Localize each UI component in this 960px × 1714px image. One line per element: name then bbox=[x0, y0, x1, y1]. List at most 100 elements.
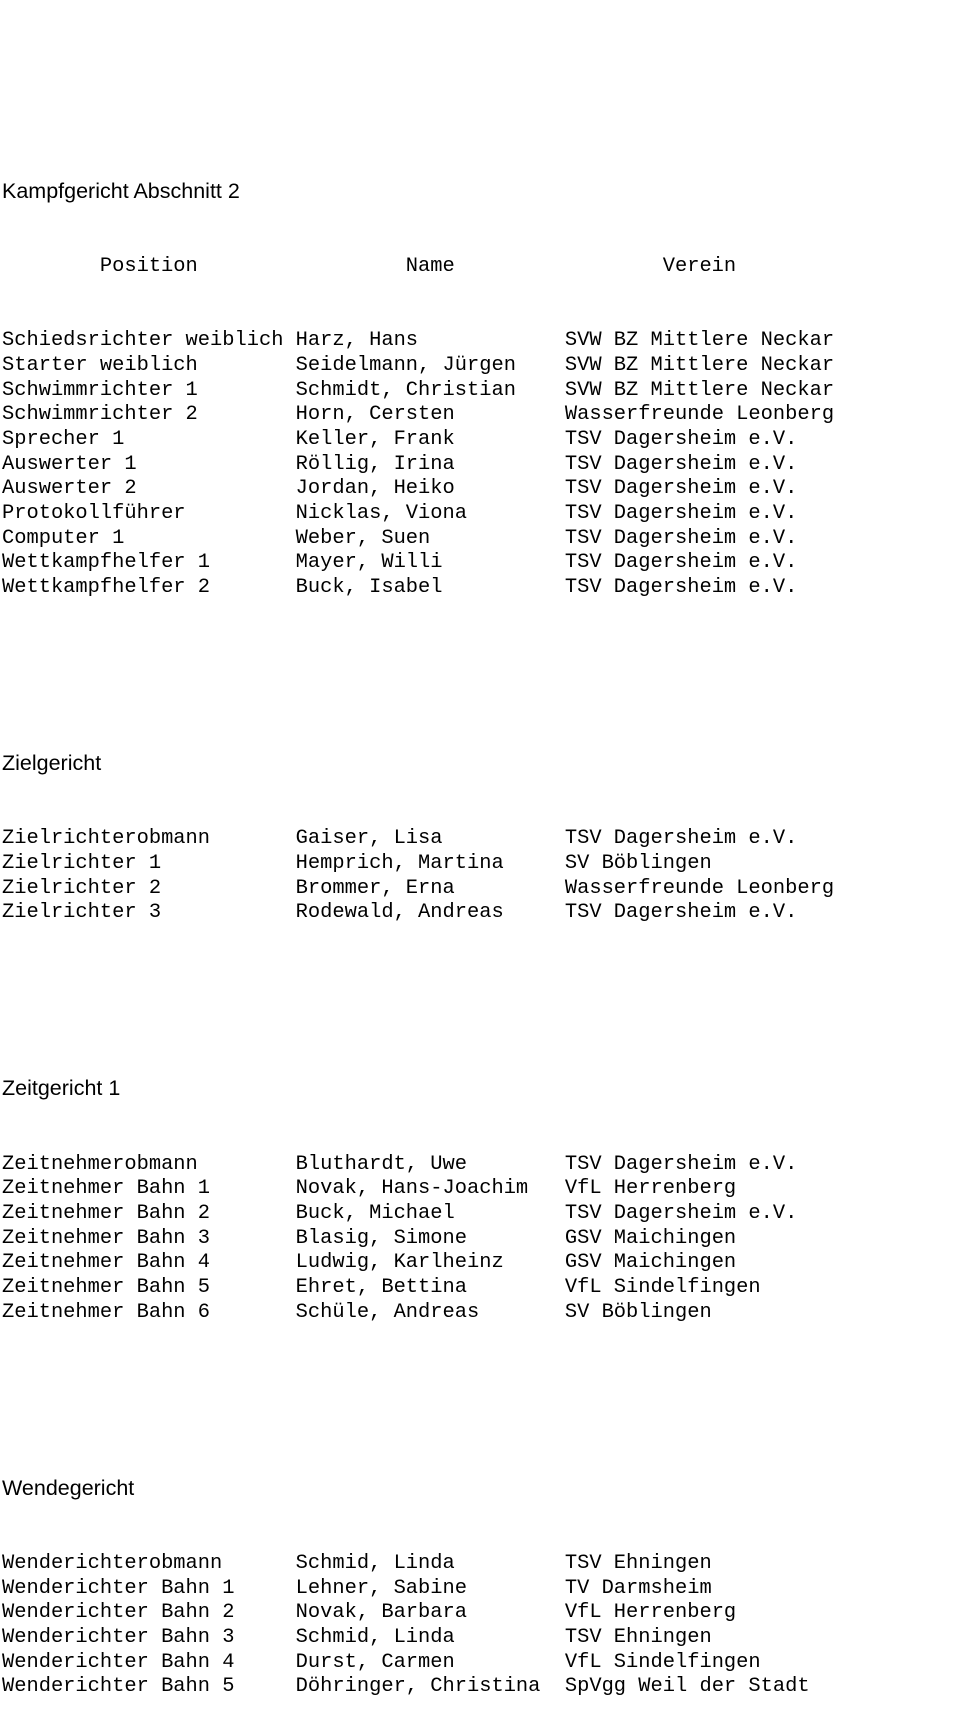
cell-position: Wenderichter Bahn 1 bbox=[2, 1577, 296, 1602]
cell-name: Schmidt, Christian bbox=[296, 379, 565, 404]
cell-name: Hemprich, Martina bbox=[296, 852, 565, 877]
cell-position: Zeitnehmer Bahn 6 bbox=[2, 1301, 296, 1326]
table-row: Auswerter 1Röllig, IrinaTSV Dagersheim e… bbox=[2, 453, 958, 478]
cell-position: Wenderichter Bahn 5 bbox=[2, 1675, 296, 1700]
cell-verein: TSV Dagersheim e.V. bbox=[565, 551, 798, 576]
cell-name: Röllig, Irina bbox=[296, 453, 565, 478]
cell-verein: TSV Ehningen bbox=[565, 1552, 712, 1577]
cell-verein: TSV Dagersheim e.V. bbox=[565, 477, 798, 502]
cell-position: Zeitnehmer Bahn 4 bbox=[2, 1251, 296, 1276]
table-row: Wettkampfhelfer 1Mayer, WilliTSV Dagersh… bbox=[2, 551, 958, 576]
cell-name: Lehner, Sabine bbox=[296, 1577, 565, 1602]
cell-position: Computer 1 bbox=[2, 527, 296, 552]
cell-position: Protokollführer bbox=[2, 502, 296, 527]
section-title-wendegericht: Wendegericht bbox=[2, 1474, 958, 1503]
cell-name: Buck, Isabel bbox=[296, 576, 565, 601]
table-row: WenderichterobmannSchmid, LindaTSV Ehnin… bbox=[2, 1552, 958, 1577]
cell-name: Bluthardt, Uwe bbox=[296, 1153, 565, 1178]
table-row: Zielrichter 1Hemprich, MartinaSV Böbling… bbox=[2, 852, 958, 877]
cell-verein: TSV Dagersheim e.V. bbox=[565, 901, 798, 926]
cell-verein: TSV Dagersheim e.V. bbox=[565, 428, 798, 453]
cell-position: Zeitnehmer Bahn 3 bbox=[2, 1227, 296, 1252]
cell-verein: TSV Dagersheim e.V. bbox=[565, 576, 798, 601]
header-verein: Verein bbox=[565, 255, 834, 280]
cell-name: Harz, Hans bbox=[296, 329, 565, 354]
cell-position: Schwimmrichter 2 bbox=[2, 403, 296, 428]
cell-verein: VfL Herrenberg bbox=[565, 1177, 736, 1202]
cell-name: Ludwig, Karlheinz bbox=[296, 1251, 565, 1276]
table-row: Auswerter 2Jordan, HeikoTSV Dagersheim e… bbox=[2, 477, 958, 502]
table-row: Wenderichter Bahn 2Novak, BarbaraVfL Her… bbox=[2, 1601, 958, 1626]
cell-position: Auswerter 2 bbox=[2, 477, 296, 502]
cell-position: Starter weiblich bbox=[2, 354, 296, 379]
table-row: Wenderichter Bahn 3Schmid, LindaTSV Ehni… bbox=[2, 1626, 958, 1651]
cell-name: Jordan, Heiko bbox=[296, 477, 565, 502]
cell-verein: GSV Maichingen bbox=[565, 1227, 736, 1252]
table-row: Zeitnehmer Bahn 3Blasig, SimoneGSV Maich… bbox=[2, 1227, 958, 1252]
cell-verein: SVW BZ Mittlere Neckar bbox=[565, 379, 834, 404]
cell-name: Döhringer, Christina bbox=[296, 1675, 565, 1700]
cell-position: Schwimmrichter 1 bbox=[2, 379, 296, 404]
cell-name: Weber, Suen bbox=[296, 527, 565, 552]
cell-verein: VfL Herrenberg bbox=[565, 1601, 736, 1626]
table-row: Wenderichter Bahn 1Lehner, SabineTV Darm… bbox=[2, 1577, 958, 1602]
cell-position: Zeitnehmer Bahn 5 bbox=[2, 1276, 296, 1301]
cell-position: Zeitnehmer Bahn 1 bbox=[2, 1177, 296, 1202]
table-header-row: PositionNameVerein bbox=[2, 255, 958, 280]
table-row: Starter weiblichSeidelmann, JürgenSVW BZ… bbox=[2, 354, 958, 379]
cell-position: Wettkampfhelfer 2 bbox=[2, 576, 296, 601]
cell-name: Schüle, Andreas bbox=[296, 1301, 565, 1326]
table-row: Wenderichter Bahn 5Döhringer, ChristinaS… bbox=[2, 1675, 958, 1700]
table-kampfgericht: Schiedsrichter weiblichHarz, HansSVW BZ … bbox=[2, 329, 958, 601]
table-wendegericht: WenderichterobmannSchmid, LindaTSV Ehnin… bbox=[2, 1552, 958, 1700]
table-row: Schiedsrichter weiblichHarz, HansSVW BZ … bbox=[2, 329, 958, 354]
cell-name: Blasig, Simone bbox=[296, 1227, 565, 1252]
cell-name: Schmid, Linda bbox=[296, 1552, 565, 1577]
cell-verein: Wasserfreunde Leonberg bbox=[565, 403, 834, 428]
cell-position: Zielrichter 3 bbox=[2, 901, 296, 926]
cell-verein: Wasserfreunde Leonberg bbox=[565, 877, 834, 902]
table-row: Zeitnehmer Bahn 6Schüle, AndreasSV Böbli… bbox=[2, 1301, 958, 1326]
cell-verein: SVW BZ Mittlere Neckar bbox=[565, 354, 834, 379]
cell-verein: TSV Dagersheim e.V. bbox=[565, 453, 798, 478]
table-row: Zeitnehmer Bahn 4Ludwig, KarlheinzGSV Ma… bbox=[2, 1251, 958, 1276]
table-row: Sprecher 1Keller, FrankTSV Dagersheim e.… bbox=[2, 428, 958, 453]
table-row: Zielrichter 3Rodewald, AndreasTSV Dagers… bbox=[2, 901, 958, 926]
cell-position: Schiedsrichter weiblich bbox=[2, 329, 296, 354]
table-row: ZielrichterobmannGaiser, LisaTSV Dagersh… bbox=[2, 827, 958, 852]
cell-verein: SpVgg Weil der Stadt bbox=[565, 1675, 810, 1700]
table-row: Schwimmrichter 1Schmidt, ChristianSVW BZ… bbox=[2, 379, 958, 404]
cell-verein: SVW BZ Mittlere Neckar bbox=[565, 329, 834, 354]
table-row: Schwimmrichter 2Horn, CerstenWasserfreun… bbox=[2, 403, 958, 428]
cell-position: Zeitnehmerobmann bbox=[2, 1153, 296, 1178]
cell-position: Auswerter 1 bbox=[2, 453, 296, 478]
cell-name: Mayer, Willi bbox=[296, 551, 565, 576]
section-title-zeitgericht: Zeitgericht 1 bbox=[2, 1074, 958, 1103]
section-title-zielgericht: Zielgericht bbox=[2, 749, 958, 778]
header-name: Name bbox=[296, 255, 565, 280]
table-row: Zeitnehmer Bahn 5Ehret, BettinaVfL Sinde… bbox=[2, 1276, 958, 1301]
cell-verein: TSV Dagersheim e.V. bbox=[565, 1153, 798, 1178]
cell-verein: VfL Sindelfingen bbox=[565, 1651, 761, 1676]
cell-name: Novak, Barbara bbox=[296, 1601, 565, 1626]
table-row: Wettkampfhelfer 2Buck, IsabelTSV Dagersh… bbox=[2, 576, 958, 601]
cell-name: Nicklas, Viona bbox=[296, 502, 565, 527]
cell-verein: TSV Dagersheim e.V. bbox=[565, 502, 798, 527]
cell-name: Novak, Hans-Joachim bbox=[296, 1177, 565, 1202]
cell-position: Zielrichterobmann bbox=[2, 827, 296, 852]
cell-verein: GSV Maichingen bbox=[565, 1251, 736, 1276]
table-row: Zeitnehmer Bahn 2Buck, MichaelTSV Dagers… bbox=[2, 1202, 958, 1227]
cell-name: Horn, Cersten bbox=[296, 403, 565, 428]
cell-verein: TSV Dagersheim e.V. bbox=[565, 827, 798, 852]
cell-name: Seidelmann, Jürgen bbox=[296, 354, 565, 379]
cell-position: Wenderichter Bahn 3 bbox=[2, 1626, 296, 1651]
blank-line bbox=[2, 675, 958, 700]
blank-line bbox=[2, 1000, 958, 1025]
cell-position: Zielrichter 2 bbox=[2, 877, 296, 902]
cell-verein: TSV Dagersheim e.V. bbox=[565, 1202, 798, 1227]
table-row: Zielrichter 2Brommer, ErnaWasserfreunde … bbox=[2, 877, 958, 902]
cell-position: Zielrichter 1 bbox=[2, 852, 296, 877]
cell-position: Sprecher 1 bbox=[2, 428, 296, 453]
table-row: Wenderichter Bahn 4Durst, CarmenVfL Sind… bbox=[2, 1651, 958, 1676]
cell-name: Buck, Michael bbox=[296, 1202, 565, 1227]
